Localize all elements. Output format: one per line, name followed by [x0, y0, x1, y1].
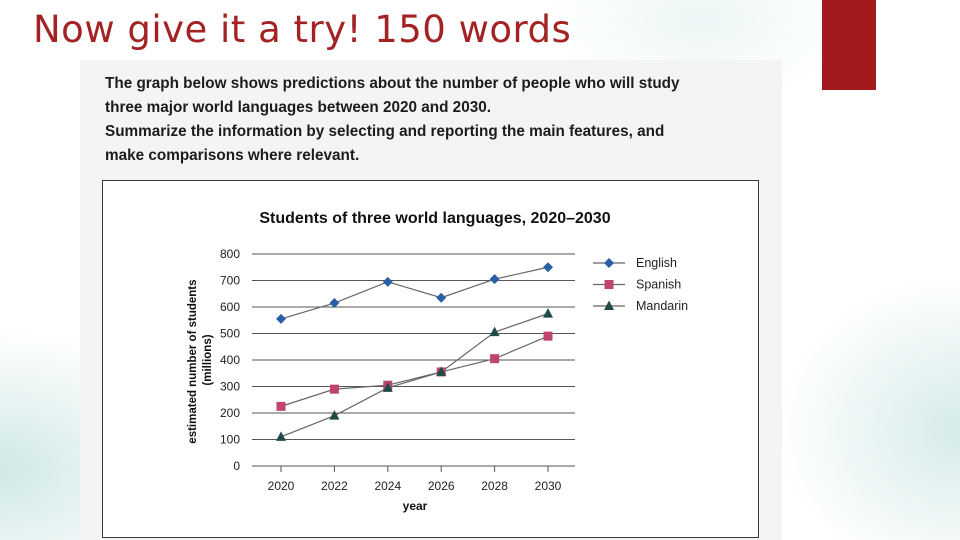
y-tick-label: 0 [233, 459, 240, 473]
legend-label-spanish: Spanish [636, 278, 681, 292]
data-point-mandarin [436, 366, 447, 376]
data-point-mandarin [329, 410, 340, 420]
legend-marker-spanish [604, 280, 614, 289]
data-point-english [543, 262, 553, 273]
y-tick-label: 300 [220, 380, 240, 394]
data-point-spanish [490, 354, 500, 364]
x-tick-label: 2022 [321, 479, 348, 493]
legend-label-mandarin: Mandarin [636, 299, 688, 313]
series-line-mandarin [280, 313, 549, 438]
chart-frame [102, 180, 759, 538]
data-point-english [382, 276, 393, 287]
x-tick-label: 2026 [428, 479, 455, 493]
y-tick-label: 600 [220, 300, 240, 314]
x-tick-label: 2028 [481, 479, 508, 493]
x-tick-label: 2020 [268, 479, 295, 493]
chart-title: Students of three world languages, 2020–… [259, 210, 610, 227]
data-point-mandarin [276, 431, 286, 441]
prompt-line-1: The graph below shows predictions about … [105, 75, 680, 92]
slide-title: Now give it a try! 150 words [33, 8, 572, 51]
data-point-english [436, 292, 447, 303]
data-point-mandarin [489, 326, 500, 337]
y-tick-label: 500 [220, 327, 240, 341]
data-point-spanish [543, 331, 553, 341]
y-tick-label: 100 [220, 433, 240, 447]
legend-marker-english [604, 258, 614, 268]
legend-label-english: English [636, 256, 677, 270]
series-line-spanish [280, 335, 549, 407]
prompt-line-3: Summarize the information by selecting a… [105, 123, 665, 140]
legend-marker-mandarin [604, 300, 614, 310]
prompt-line-2: three major world languages between 2020… [105, 99, 491, 116]
y-axis-label: estimated number of students (millions) [187, 276, 214, 443]
prompt-line-4: make comparisons where relevant. [105, 147, 360, 164]
data-point-mandarin [543, 308, 553, 318]
y-tick-label: 200 [220, 406, 240, 420]
data-point-english [329, 298, 340, 309]
x-tick-label: 2024 [374, 479, 401, 493]
x-tick-label: 2030 [535, 479, 562, 493]
series-line-english [280, 266, 549, 320]
data-point-mandarin [382, 382, 393, 392]
data-point-english [489, 274, 500, 285]
x-axis-label: year [403, 499, 428, 513]
data-point-spanish [329, 384, 339, 394]
task-prompt: The graph below shows predictions about … [105, 72, 775, 168]
data-point-english [276, 313, 286, 324]
accent-block [822, 0, 876, 90]
y-tick-label: 700 [220, 274, 240, 288]
y-tick-label: 400 [220, 353, 240, 367]
data-point-spanish [276, 401, 286, 411]
y-tick-label: 800 [220, 247, 240, 261]
